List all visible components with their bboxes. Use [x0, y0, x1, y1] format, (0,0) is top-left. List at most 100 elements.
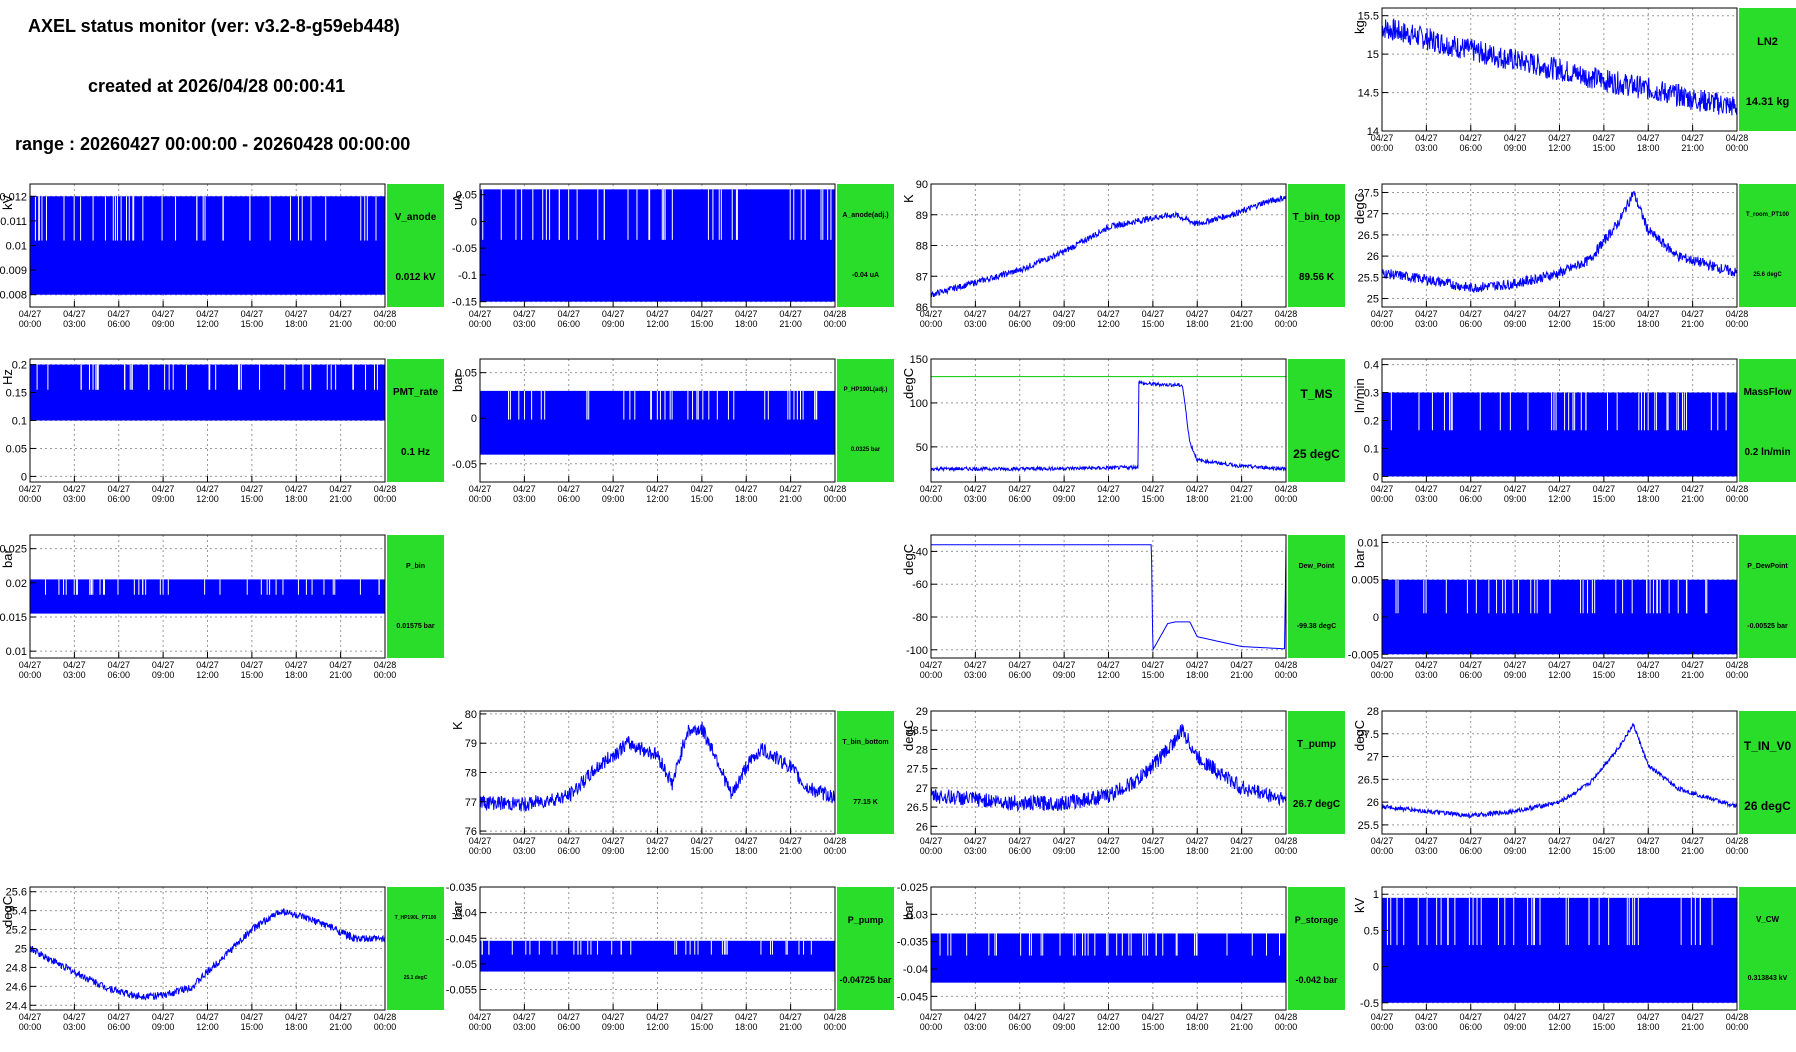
- y-tick-label: 80: [465, 709, 477, 721]
- x-tick-time: 00:00: [920, 670, 943, 680]
- x-tick-time: 06:00: [1008, 1022, 1031, 1032]
- x-tick-date: 04/27: [1097, 836, 1120, 846]
- plot-p_hp: -0.0500.0504/2700:0004/2703:0004/2706:00…: [452, 358, 846, 504]
- y-axis-unit: degC: [901, 543, 916, 575]
- y-tick-label: 0.05: [456, 368, 477, 380]
- y-tick-label: -0.055: [446, 985, 477, 997]
- series-line: [1381, 18, 1738, 116]
- x-tick-date: 04/27: [1186, 836, 1209, 846]
- x-tick-time: 18:00: [285, 670, 308, 680]
- x-tick-date: 04/27: [1504, 1012, 1527, 1022]
- y-tick-label: 25.5: [1358, 272, 1379, 284]
- x-tick-time: 03:00: [513, 494, 536, 504]
- x-tick-time: 12:00: [196, 1022, 219, 1032]
- x-tick-time: 21:00: [1230, 846, 1253, 856]
- x-tick-date: 04/27: [964, 309, 987, 319]
- metric-name: LN2: [1757, 36, 1778, 48]
- time-range: range : 20260427 00:00:00 - 20260428 00:…: [15, 134, 411, 154]
- y-tick-label: 0.2: [12, 360, 27, 372]
- x-tick-date: 04/27: [1593, 133, 1616, 143]
- x-tick-time: 09:00: [1504, 319, 1527, 329]
- x-tick-time: 03:00: [964, 319, 987, 329]
- x-tick-time: 09:00: [1053, 846, 1076, 856]
- x-tick-date: 04/27: [1415, 484, 1438, 494]
- y-tick-label: -0.05: [452, 959, 477, 971]
- x-tick-time: 09:00: [1504, 846, 1527, 856]
- metric-value: 0.1 Hz: [401, 447, 430, 458]
- x-tick-time: 00:00: [1275, 670, 1298, 680]
- data-band: [1382, 897, 1737, 1003]
- x-tick-date: 04/27: [1371, 660, 1394, 670]
- y-tick-label: 0.5: [1364, 925, 1379, 937]
- x-tick-time: 00:00: [1275, 319, 1298, 329]
- chart-ln2: 14 14.5 15 15.5 04/27 00:00 04/27 03:00 04/27 06:…: [1352, 7, 1796, 153]
- metric-name: P_HP190L(adj.): [843, 387, 888, 393]
- y-tick-label: 0: [471, 413, 477, 425]
- x-tick-date: 04/27: [285, 1012, 308, 1022]
- x-tick-time: 21:00: [1681, 494, 1704, 504]
- x-tick-date: 04/27: [964, 836, 987, 846]
- x-tick-time: 09:00: [1504, 670, 1527, 680]
- y-axis-unit: degC: [0, 895, 15, 927]
- x-tick-time: 21:00: [779, 1022, 802, 1032]
- y-tick-label: -80: [912, 612, 928, 624]
- y-axis-unit: bar: [450, 373, 465, 392]
- x-tick-date: 04/27: [63, 1012, 86, 1022]
- x-tick-date: 04/27: [1008, 660, 1031, 670]
- chart-t_ms: 50 100 150 04/27 00:00 04/27 03:00 04/27 06:00 04…: [901, 354, 1345, 504]
- y-tick-label: -0.04: [452, 908, 477, 920]
- data-band: [30, 364, 385, 421]
- y-tick-label: 0: [1373, 471, 1379, 483]
- metric-name: V_anode: [394, 212, 437, 223]
- metric-value: 0.012 kV: [395, 272, 436, 283]
- x-tick-time: 12:00: [1097, 319, 1120, 329]
- x-tick-time: 12:00: [1097, 1022, 1120, 1032]
- y-tick-label: 0.2: [1364, 416, 1379, 428]
- x-tick-date: 04/27: [241, 309, 264, 319]
- x-tick-date: 04/27: [1593, 836, 1616, 846]
- y-tick-label: 0.02: [6, 578, 27, 590]
- x-tick-date: 04/27: [1142, 484, 1165, 494]
- x-tick-time: 15:00: [1593, 670, 1616, 680]
- x-tick-time: 15:00: [691, 1022, 714, 1032]
- x-tick-time: 18:00: [735, 319, 758, 329]
- x-tick-date: 04/27: [513, 484, 536, 494]
- y-tick-label: -0.5: [1360, 998, 1379, 1010]
- metric-value: 26.7 degC: [1292, 799, 1341, 810]
- x-tick-date: 04/27: [602, 484, 625, 494]
- data-band: [1382, 392, 1737, 477]
- x-tick-date: 04/27: [557, 309, 580, 319]
- x-tick-date: 04/27: [241, 1012, 264, 1022]
- x-tick-time: 00:00: [1275, 494, 1298, 504]
- x-tick-time: 03:00: [1415, 670, 1438, 680]
- y-tick-label: 25.4: [6, 906, 27, 918]
- x-tick-time: 09:00: [602, 319, 625, 329]
- x-tick-date: 04/28: [1726, 133, 1749, 143]
- y-tick-label: 0: [471, 216, 477, 228]
- x-tick-time: 03:00: [1415, 494, 1438, 504]
- metric-name: V_CW: [1755, 915, 1780, 924]
- series-line: [29, 908, 386, 1001]
- x-tick-date: 04/27: [1548, 836, 1571, 846]
- x-tick-time: 03:00: [1415, 846, 1438, 856]
- data-band: [480, 940, 835, 972]
- y-axis-unit: degC: [901, 367, 916, 399]
- y-tick-label: -0.04: [903, 964, 928, 976]
- x-tick-date: 04/27: [1142, 836, 1165, 846]
- x-tick-date: 04/27: [646, 309, 669, 319]
- metric-name: MassFlow: [1743, 387, 1792, 398]
- status-panel: A_anode(adj.) -0.04 uA: [837, 184, 894, 307]
- x-tick-date: 04/27: [1504, 660, 1527, 670]
- x-tick-date: 04/27: [1230, 309, 1253, 319]
- x-tick-date: 04/28: [1275, 484, 1298, 494]
- x-tick-time: 00:00: [920, 846, 943, 856]
- chart-a_anode: -0.15 -0.1 -0.05 0 0.05 04/27 00:00 04/27 03:00 0…: [450, 183, 894, 329]
- x-tick-date: 04/27: [513, 836, 536, 846]
- chart-massflow: 0 0.1 0.2 0.3 0.4 04/27 00:00 04/27 03:00 04/27 06…: [1352, 358, 1796, 504]
- y-tick-label: 25: [15, 944, 27, 956]
- x-tick-time: 09:00: [152, 319, 175, 329]
- x-tick-time: 12:00: [1548, 319, 1571, 329]
- x-tick-date: 04/27: [513, 309, 536, 319]
- x-tick-date: 04/27: [1548, 1012, 1571, 1022]
- x-tick-date: 04/27: [1637, 133, 1660, 143]
